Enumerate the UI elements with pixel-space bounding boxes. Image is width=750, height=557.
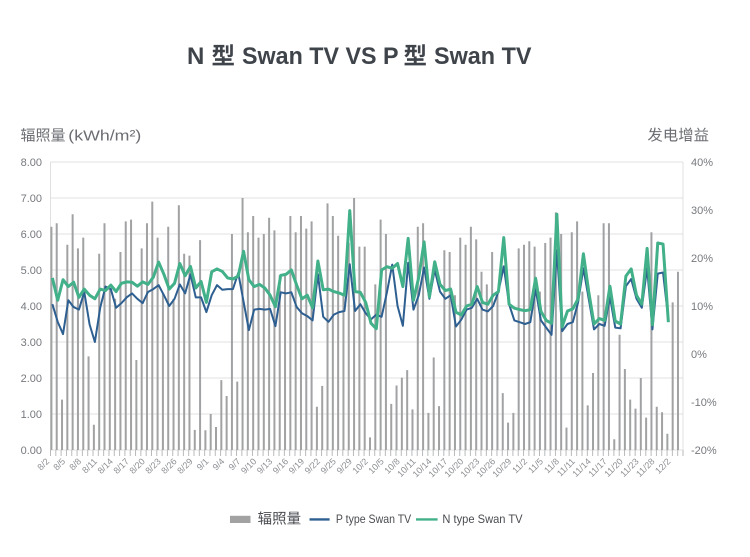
svg-text:N: N [187, 43, 204, 70]
svg-text:N type Swan TV: N type Swan TV [442, 512, 522, 526]
svg-text:Swan TV: Swan TV [434, 43, 532, 70]
svg-text:0.00: 0.00 [21, 445, 42, 457]
svg-text:7.00: 7.00 [21, 193, 42, 205]
svg-text:(kWh/m²): (kWh/m²) [68, 128, 141, 145]
svg-text:P type Swan TV: P type Swan TV [336, 512, 411, 526]
svg-text:-10%: -10% [691, 397, 717, 409]
svg-text:Swan TV VS P: Swan TV VS P [242, 43, 399, 70]
svg-text:3.00: 3.00 [21, 337, 42, 349]
svg-text:6.00: 6.00 [21, 229, 42, 241]
svg-text:1.00: 1.00 [21, 409, 42, 421]
svg-text:20%: 20% [691, 253, 713, 265]
svg-text:0%: 0% [691, 349, 707, 361]
svg-text:8.00: 8.00 [21, 157, 42, 169]
svg-text:2.00: 2.00 [21, 373, 42, 385]
svg-text:10%: 10% [691, 301, 713, 313]
svg-text:30%: 30% [691, 205, 713, 217]
svg-text:4.00: 4.00 [21, 301, 42, 313]
svg-text:-20%: -20% [691, 445, 717, 457]
svg-text:40%: 40% [691, 157, 713, 169]
svg-text:5.00: 5.00 [21, 265, 42, 277]
